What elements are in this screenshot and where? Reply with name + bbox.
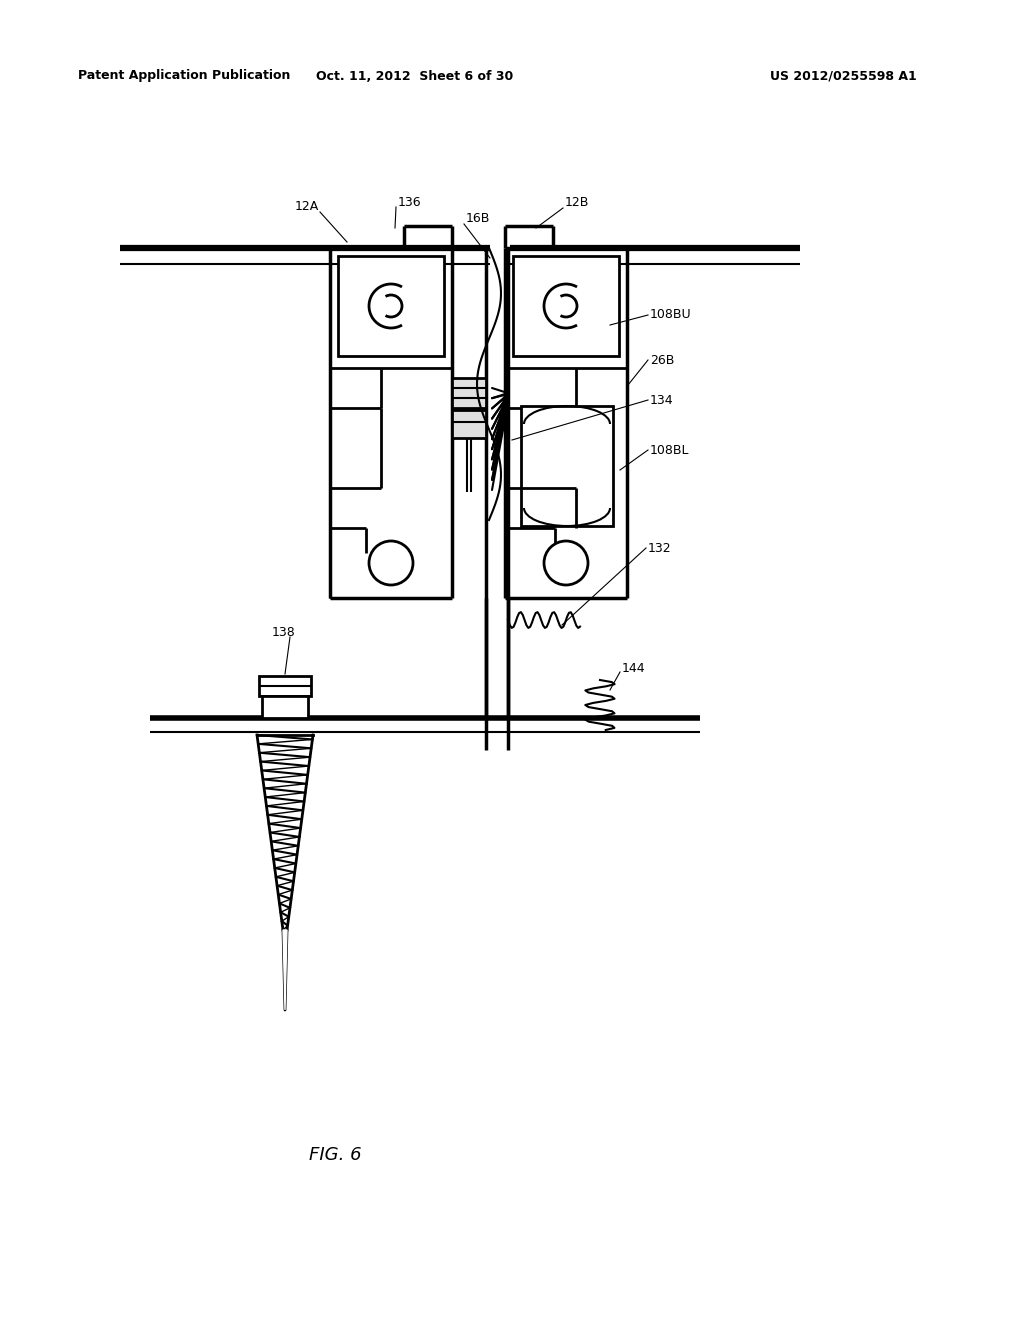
Bar [452,411,486,438]
Text: 108BU: 108BU [650,309,691,322]
Text: 108BL: 108BL [650,444,689,457]
Text: 26B: 26B [650,354,675,367]
Text: 144: 144 [622,661,645,675]
Text: Oct. 11, 2012  Sheet 6 of 30: Oct. 11, 2012 Sheet 6 of 30 [316,70,514,82]
Bar [338,256,444,356]
Text: Patent Application Publication: Patent Application Publication [78,70,291,82]
Bar [452,378,486,408]
Text: 16B: 16B [466,211,490,224]
Text: US 2012/0255598 A1: US 2012/0255598 A1 [770,70,916,82]
Text: 132: 132 [648,541,672,554]
Bar [486,248,508,750]
Text: 134: 134 [650,393,674,407]
Text: 136: 136 [398,195,422,209]
Bar [513,256,618,356]
Polygon shape [283,931,287,1010]
Text: 138: 138 [272,626,296,639]
Text: 12A: 12A [295,201,319,214]
Bar [262,696,308,718]
Text: FIG. 6: FIG. 6 [308,1146,361,1164]
Bar [259,676,311,696]
Circle shape [544,541,588,585]
Bar [521,407,613,525]
Text: 12B: 12B [565,197,590,210]
Circle shape [369,541,413,585]
